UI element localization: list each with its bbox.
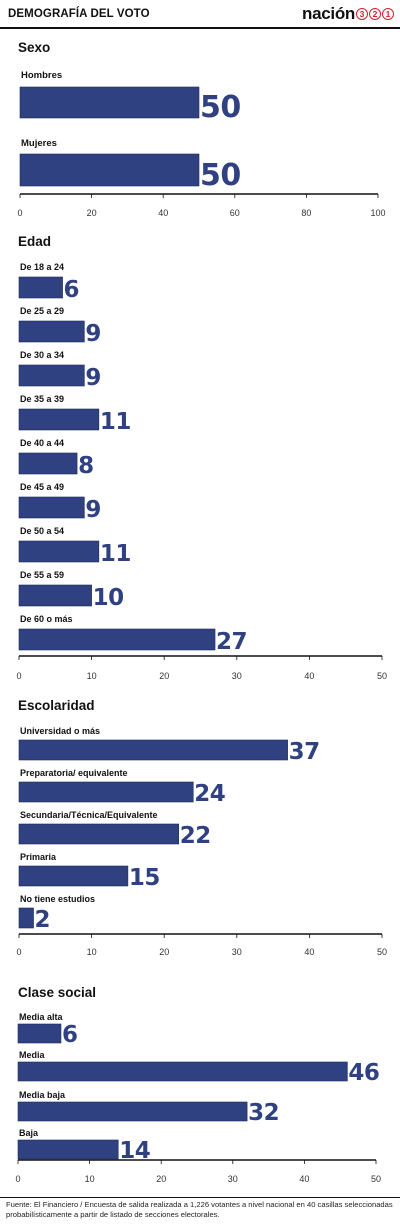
brand-digit-2: 2	[369, 8, 381, 20]
bar	[18, 496, 85, 519]
category-label: De 50 a 54	[20, 526, 64, 536]
x-tick-label: 30	[228, 1174, 238, 1184]
value-label: 50	[200, 90, 241, 125]
value-label: 6	[64, 277, 80, 303]
bar	[18, 452, 78, 475]
category-label: Baja	[19, 1128, 39, 1138]
x-tick-label: 40	[299, 1174, 309, 1184]
value-label: 9	[85, 365, 101, 391]
x-tick-label: 10	[85, 1174, 95, 1184]
x-tick-label: 0	[16, 671, 21, 681]
bar	[18, 276, 63, 299]
bar	[18, 320, 85, 343]
x-tick-label: 100	[370, 208, 385, 218]
category-label: Primaria	[20, 852, 57, 862]
x-tick-label: 10	[87, 671, 97, 681]
header: DEMOGRAFÍA DEL VOTO nación 3 2 1	[0, 0, 400, 30]
category-label: No tiene estudios	[20, 894, 95, 904]
category-label: Preparatoria/ equivalente	[20, 768, 128, 778]
bar	[18, 628, 216, 651]
chart-title-0: Sexo	[18, 40, 50, 55]
bar	[17, 1139, 119, 1160]
bar	[19, 86, 200, 119]
value-label: 6	[62, 1022, 78, 1048]
chart-title-1: Edad	[18, 234, 51, 249]
category-label: De 55 a 59	[20, 570, 64, 580]
value-label: 27	[216, 629, 247, 655]
x-tick-label: 30	[232, 671, 242, 681]
bar	[18, 907, 34, 929]
category-label: Mujeres	[21, 138, 57, 149]
x-tick-label: 20	[159, 671, 169, 681]
x-tick-label: 10	[87, 947, 97, 957]
bar	[18, 408, 100, 431]
category-label: De 18 a 24	[20, 262, 64, 272]
bar	[18, 739, 288, 761]
x-tick-label: 20	[159, 947, 169, 957]
value-label: 37	[289, 739, 320, 765]
chart-title-3: Clase social	[18, 985, 96, 1000]
source-note: Fuente: El Financiero / Encuesta de sali…	[6, 1200, 393, 1219]
x-tick-label: 40	[158, 208, 168, 218]
x-tick-label: 40	[304, 671, 314, 681]
category-label: Secundaria/Técnica/Equivalente	[20, 810, 158, 820]
x-tick-label: 0	[17, 208, 22, 218]
value-label: 9	[85, 321, 101, 347]
bar	[18, 540, 100, 563]
value-label: 15	[129, 865, 160, 891]
value-label: 2	[35, 907, 51, 933]
category-label: De 60 o más	[20, 614, 73, 624]
value-label: 11	[100, 541, 131, 567]
x-tick-label: 30	[232, 947, 242, 957]
bar	[18, 823, 180, 845]
category-label: De 45 a 49	[20, 482, 64, 492]
bar	[18, 781, 194, 803]
value-label: 32	[248, 1100, 279, 1126]
category-label: Universidad o más	[20, 726, 100, 736]
value-label: 50	[200, 158, 241, 193]
bar	[18, 364, 85, 387]
category-label: Media alta	[19, 1012, 64, 1022]
x-tick-label: 60	[230, 208, 240, 218]
value-label: 10	[93, 585, 124, 611]
x-tick-label: 20	[156, 1174, 166, 1184]
chart-title-2: Escolaridad	[18, 698, 95, 713]
bar	[17, 1061, 348, 1082]
page-title: DEMOGRAFÍA DEL VOTO	[8, 8, 150, 20]
value-label: 8	[78, 453, 94, 479]
bar	[17, 1101, 248, 1122]
x-tick-label: 20	[87, 208, 97, 218]
category-label: De 35 a 39	[20, 394, 64, 404]
bar	[17, 1023, 62, 1044]
bar	[18, 865, 129, 887]
value-label: 22	[180, 823, 211, 849]
header-rule	[0, 27, 400, 29]
category-label: Hombres	[21, 70, 62, 81]
category-label: De 30 a 34	[20, 350, 64, 360]
x-tick-label: 50	[371, 1174, 381, 1184]
brand-word: nación	[302, 4, 355, 23]
x-tick-label: 0	[16, 947, 21, 957]
category-label: Media	[19, 1050, 46, 1060]
brand-digit-3: 3	[356, 8, 368, 20]
bar	[19, 153, 200, 187]
category-label: De 40 a 44	[20, 438, 64, 448]
value-label: 11	[100, 409, 131, 435]
category-label: De 25 a 29	[20, 306, 64, 316]
x-tick-label: 40	[304, 947, 314, 957]
brand-digit-1: 1	[382, 8, 394, 20]
footer-rule	[0, 1197, 400, 1198]
x-tick-label: 80	[301, 208, 311, 218]
value-label: 46	[348, 1060, 379, 1086]
x-tick-label: 50	[377, 671, 387, 681]
brand-logo: nación 3 2 1	[302, 3, 394, 25]
bar	[18, 584, 92, 607]
value-label: 9	[85, 497, 101, 523]
category-label: Media baja	[19, 1090, 66, 1100]
value-label: 24	[194, 781, 225, 807]
x-tick-label: 50	[377, 947, 387, 957]
x-tick-label: 0	[15, 1174, 20, 1184]
